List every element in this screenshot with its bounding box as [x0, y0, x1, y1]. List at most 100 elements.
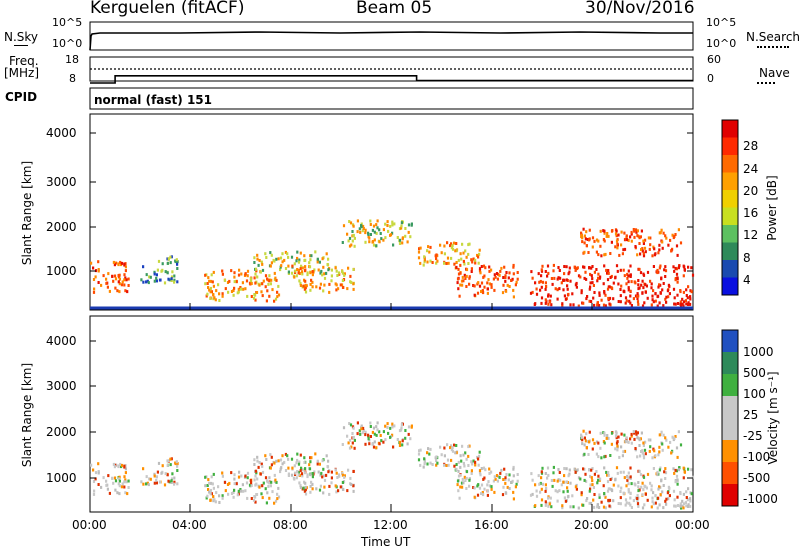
power-cell [666, 289, 669, 293]
velocity-cell [376, 421, 379, 425]
power-cell [547, 294, 550, 298]
velocity-cell [296, 470, 299, 473]
velocity-cell [241, 483, 244, 487]
velocity-cell [580, 435, 583, 439]
power-cell [541, 280, 544, 284]
power-cell [650, 282, 653, 286]
velocity-cell [269, 453, 272, 457]
velocity-cell [539, 481, 542, 485]
power-cell [565, 265, 568, 269]
velocity-cell [632, 499, 635, 503]
velocity-cell [657, 487, 660, 491]
power-cell [246, 274, 249, 278]
velocity-cell [209, 492, 212, 496]
velocity-cell [585, 446, 588, 450]
power-cell [223, 278, 227, 282]
power-cell [621, 252, 624, 256]
power-cell [658, 243, 661, 247]
power-cell [353, 236, 356, 240]
velocity-cell [681, 504, 684, 508]
power-cell [568, 266, 571, 270]
velocity-cbar-tick-1000: 1000 [743, 345, 774, 359]
power-cell [549, 294, 552, 298]
velocity-cell [304, 492, 308, 496]
velocity-cell [635, 432, 638, 436]
power-cell [619, 294, 622, 298]
power-cell [658, 231, 661, 235]
velocity-cell [561, 506, 564, 510]
velocity-cell [562, 480, 565, 484]
velocity-cell [645, 486, 648, 490]
velocity-cell [455, 467, 458, 471]
velocity-cell [624, 439, 627, 443]
power-cell [176, 262, 179, 266]
power-cell [540, 296, 544, 300]
colorbar-segment [722, 190, 738, 208]
velocity-cell [145, 482, 148, 486]
power-cell [636, 234, 639, 238]
power-cell [691, 273, 695, 277]
velocity-cell [585, 499, 588, 503]
velocity-cell [682, 492, 685, 496]
velocity-cell [315, 487, 318, 491]
velocity-cell [204, 484, 207, 488]
power-cell [561, 304, 564, 308]
velocity-cell [256, 477, 259, 481]
power-cell [418, 247, 421, 251]
velocity-cell [479, 473, 482, 477]
velocity-cell [232, 495, 235, 499]
power-cell [629, 289, 632, 293]
velocity-cell [465, 470, 469, 474]
power-cell [277, 284, 280, 288]
power-cell [320, 269, 323, 273]
velocity-cell [505, 491, 508, 495]
power-cell [279, 268, 282, 272]
power-cell [644, 250, 647, 254]
velocity-cell [647, 438, 650, 442]
colorbar-segment [722, 137, 738, 156]
power-cell [310, 278, 313, 282]
velocity-cell [679, 443, 683, 447]
power-cell [346, 287, 349, 291]
velocity-cell [673, 436, 676, 440]
power-cell [378, 228, 381, 232]
velocity-cell [242, 489, 245, 493]
power-cell [651, 298, 654, 302]
velocity-cell [450, 458, 453, 462]
power-cell [589, 272, 592, 276]
power-cell [630, 230, 633, 234]
power-cell [299, 267, 302, 271]
velocity-cell [127, 479, 130, 483]
power-cell [124, 276, 127, 280]
velocity-cell [574, 485, 577, 489]
power-cell [630, 239, 633, 243]
power-cell [97, 269, 100, 273]
velocity-cell [303, 471, 307, 475]
power-cell [596, 279, 599, 283]
power-cell [573, 265, 576, 269]
power-cell [630, 232, 633, 236]
velocity-cell [368, 442, 371, 446]
power-cell [512, 263, 515, 267]
power-cell [121, 261, 124, 265]
power-cell [375, 231, 378, 235]
power-cell [506, 283, 509, 287]
power-cbar-tick-24: 24 [743, 162, 759, 176]
power-cell [264, 285, 267, 289]
velocity-cell [286, 454, 289, 458]
velocity-cell [443, 463, 446, 467]
velocity-cell [689, 499, 692, 503]
power-cell [163, 281, 167, 285]
velocity-cell [341, 443, 344, 446]
power-cell [169, 255, 172, 259]
velocity-cell [261, 496, 264, 500]
power-cell [508, 271, 511, 275]
power-cell [359, 230, 362, 234]
velocity-cell [598, 493, 601, 497]
velocity-cell [218, 501, 221, 504]
power-cell [407, 230, 410, 234]
velocity-cell [372, 426, 376, 430]
velocity-cell [486, 489, 489, 493]
power-cell [593, 239, 596, 243]
power-cell [484, 266, 487, 270]
